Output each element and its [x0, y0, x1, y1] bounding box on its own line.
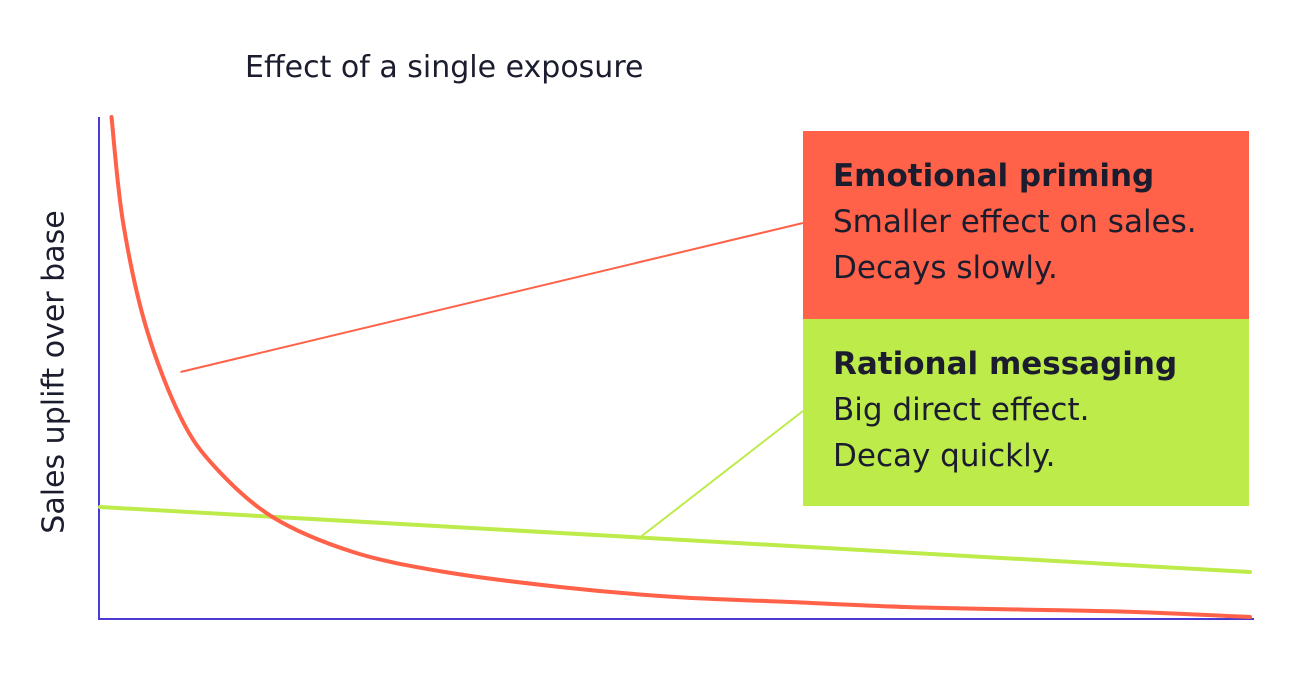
emotional-priming-pointer-line: [180, 222, 804, 373]
y-axis-label: Sales uplift over base: [36, 210, 72, 534]
emotional-priming-heading: Emotional priming: [833, 158, 1155, 194]
rational-messaging-pointer-line: [639, 410, 804, 538]
rational-messaging-callout: Rational messaging Big direct effect. De…: [803, 319, 1249, 506]
annotation-pointers: [180, 222, 804, 538]
emotional-priming-line-2: Decays slowly.: [833, 250, 1058, 286]
emotional-priming-callout: Emotional priming Smaller effect on sale…: [803, 131, 1249, 319]
emotional-priming-series-line: [109, 115, 1252, 619]
rational-messaging-series-line: [98, 505, 1252, 574]
chart-title: Effect of a single exposure: [245, 50, 644, 85]
emotional-priming-line-1: Smaller effect on sales.: [833, 204, 1197, 240]
rational-messaging-line-1: Big direct effect.: [833, 392, 1090, 428]
rational-messaging-heading: Rational messaging: [833, 346, 1178, 382]
rational-messaging-line-2: Decay quickly.: [833, 438, 1056, 474]
series-layer: [98, 115, 1252, 619]
